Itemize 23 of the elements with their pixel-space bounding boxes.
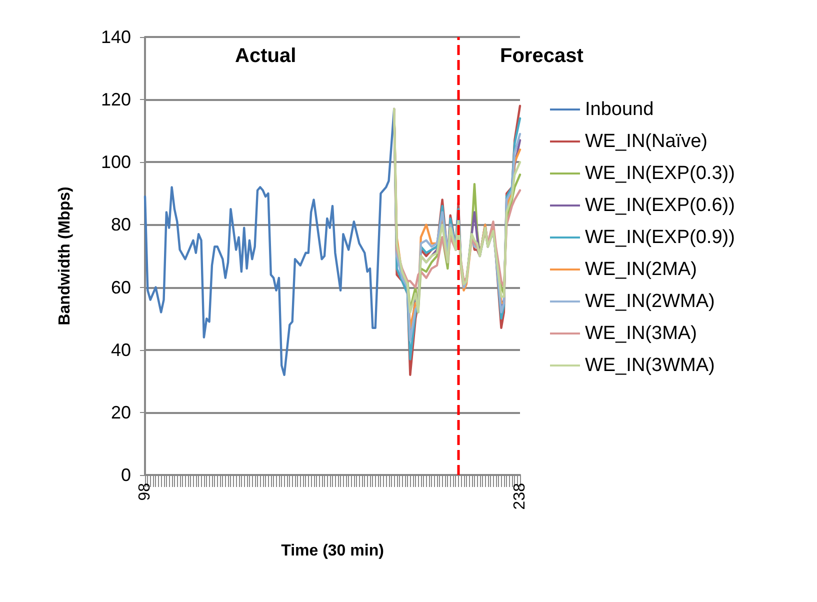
y-tick-label: 60 [110, 277, 131, 298]
y-tick-label: 120 [100, 90, 131, 110]
y-tick-label: 80 [110, 214, 131, 235]
annotation: Forecast [500, 45, 584, 67]
y-tick-label: 140 [100, 27, 131, 47]
x-axis-title: Time (30 min) [281, 542, 384, 560]
legend-label: WE_IN(3MA) [585, 323, 697, 344]
x-tick-label: 238 [512, 482, 528, 510]
legend-label: WE_IN(EXP(0.6)) [585, 195, 735, 216]
x-tick-label: 98 [136, 482, 154, 501]
y-tick-label: 40 [110, 340, 131, 360]
y-tick-label: 20 [110, 402, 131, 422]
y-tick-label: 100 [100, 152, 131, 172]
legend-label: WE_IN(EXP(0.9)) [585, 227, 735, 248]
legend-label: WE_IN(2MA) [585, 259, 697, 280]
y-axis-title: Bandwidth (Mbps) [56, 186, 74, 326]
legend-label: WE_IN(3WMA) [585, 355, 715, 376]
legend-label: WE_IN(EXP(0.3)) [585, 163, 735, 184]
legend-label: Inbound [585, 99, 654, 120]
annotation: Actual [235, 45, 296, 67]
legend-label: WE_IN(2WMA) [585, 291, 715, 312]
y-tick-label: 0 [120, 465, 131, 485]
legend-label: WE_IN(Naïve) [585, 131, 708, 152]
